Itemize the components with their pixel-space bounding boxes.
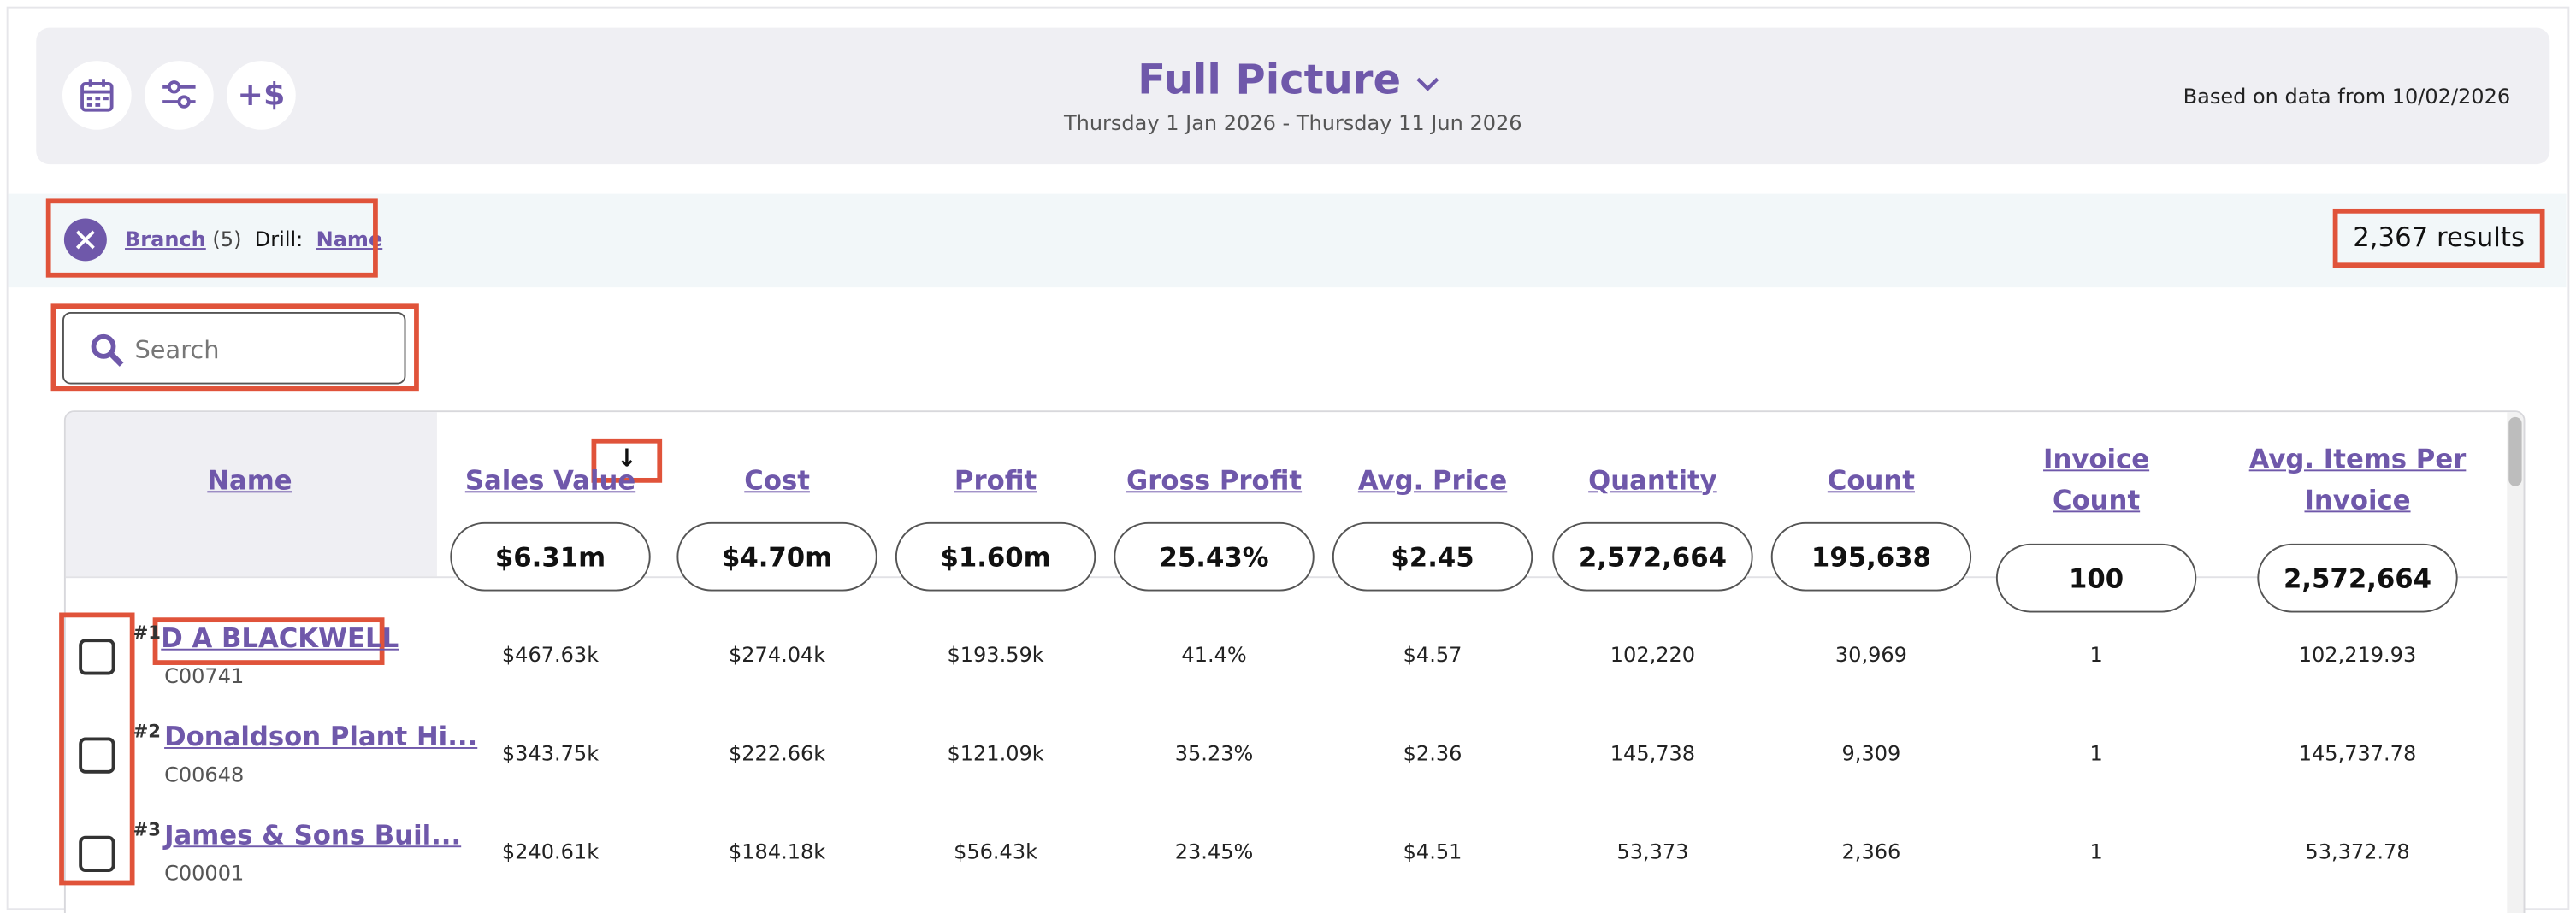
column-header[interactable]: Avg. Price (1357, 463, 1508, 496)
column-header[interactable]: Gross Profit (1126, 463, 1303, 496)
currency-button[interactable]: +$ (227, 61, 296, 130)
view-title[interactable]: Full Picture (1051, 56, 1527, 103)
highlight-results (2332, 208, 2545, 268)
row-cell: 53,372.78 (2305, 839, 2410, 864)
search-box[interactable]: Search (62, 311, 406, 385)
column-total: $6.31m (450, 521, 651, 592)
row-cell: $274.04k (728, 642, 826, 667)
column-total: 2,572,664 (2257, 543, 2458, 613)
row-cell: 1 (2089, 642, 2103, 667)
highlight-filter (45, 198, 378, 278)
column-header[interactable]: Profit (954, 463, 1037, 496)
based-on: Based on data from 10/02/2026 (2183, 83, 2511, 109)
row-cell: $4.51 (1403, 839, 1462, 864)
column-header[interactable]: Avg. Items Per Invoice (2248, 443, 2467, 516)
row-cell: $343.75k (501, 740, 600, 766)
row-cell: 9,309 (1841, 740, 1901, 766)
row-rank: #1 (133, 622, 162, 645)
column-header[interactable]: Cost (744, 463, 810, 496)
highlight-checkboxes (59, 612, 135, 886)
top-panel (36, 27, 2550, 165)
column-total: 195,638 (1770, 521, 1972, 592)
row-code: C00648 (164, 762, 245, 787)
row-cell: 35.23% (1174, 740, 1254, 766)
search-placeholder: Search (134, 334, 220, 365)
row-checkbox[interactable] (79, 639, 115, 675)
row-cell: 30,969 (1835, 642, 1907, 667)
row-code: C00001 (164, 860, 245, 886)
row-cell: $240.61k (501, 839, 600, 864)
filter-bar (8, 193, 2567, 288)
row-code: C00741 (164, 663, 245, 688)
row-cell: 102,219.93 (2298, 642, 2417, 667)
filter-button[interactable] (145, 61, 214, 130)
column-header[interactable]: Sales Value (464, 463, 636, 496)
highlight-name (152, 617, 385, 665)
row-rank: #2 (133, 721, 162, 743)
row-name[interactable]: Donaldson Plant Hi... (164, 721, 478, 752)
highlight-search (50, 303, 419, 392)
column-header[interactable]: Name (207, 463, 292, 496)
row-cell: 53,373 (1616, 839, 1689, 864)
scrollbar-thumb[interactable] (2508, 416, 2522, 486)
row-cell: $467.63k (501, 642, 600, 667)
row-cell: 1 (2089, 839, 2103, 864)
column-total: $4.70m (676, 521, 877, 592)
row-cell: $193.59k (947, 642, 1044, 667)
row-cell: 145,737.78 (2298, 740, 2417, 766)
row-cell: 1 (2089, 740, 2103, 766)
results-count: 2,367 results (2353, 221, 2525, 253)
row-cell: $121.09k (947, 740, 1044, 766)
row-cell: 2,366 (1841, 839, 1901, 864)
row-rank: #3 (133, 819, 162, 841)
date-range: Thursday 1 Jan 2026 - Thursday 11 Jun 20… (1063, 109, 1522, 135)
row-name[interactable]: James & Sons Buil... (164, 819, 462, 851)
drill-field[interactable]: Name (316, 227, 383, 251)
column-total: 2,572,664 (1552, 521, 1753, 592)
filter-summary: Branch (5) Drill: Name (125, 227, 382, 251)
filter-count: (5) (212, 227, 242, 251)
column-header[interactable]: Invoice Count (2043, 443, 2150, 516)
scrollbar-track (2507, 412, 2524, 913)
name-header-bg (65, 412, 437, 577)
sort-indicator[interactable]: ↓ (616, 443, 637, 474)
calendar-button[interactable] (62, 61, 132, 130)
row-name[interactable]: D A BLACKWELL (161, 622, 399, 654)
row-cell: 41.4% (1181, 642, 1247, 667)
row-checkbox[interactable] (79, 737, 115, 774)
title-text: Full Picture (1137, 56, 1402, 104)
row-cell: $4.57 (1403, 642, 1462, 667)
table (63, 410, 2526, 913)
row-cell: 145,738 (1610, 740, 1696, 766)
row-cell: $56.43k (954, 839, 1038, 864)
row-cell: 102,220 (1610, 642, 1696, 667)
drill-label: Drill: (254, 227, 304, 251)
row-cell: $222.66k (728, 740, 826, 766)
column-header[interactable]: Quantity (1588, 463, 1717, 496)
clear-filter[interactable] (63, 218, 107, 262)
row-checkbox[interactable] (79, 835, 115, 873)
highlight-sort (591, 438, 663, 483)
row-cell: $2.36 (1403, 740, 1462, 766)
column-header[interactable]: Count (1827, 463, 1915, 496)
row-cell: $184.18k (728, 839, 826, 864)
column-total: 25.43% (1114, 521, 1315, 592)
column-total: 100 (1995, 543, 2197, 613)
column-total: $2.45 (1332, 521, 1533, 592)
column-total: $1.60m (895, 521, 1096, 592)
row-cell: 23.45% (1174, 839, 1254, 864)
filter-field[interactable]: Branch (124, 227, 206, 251)
